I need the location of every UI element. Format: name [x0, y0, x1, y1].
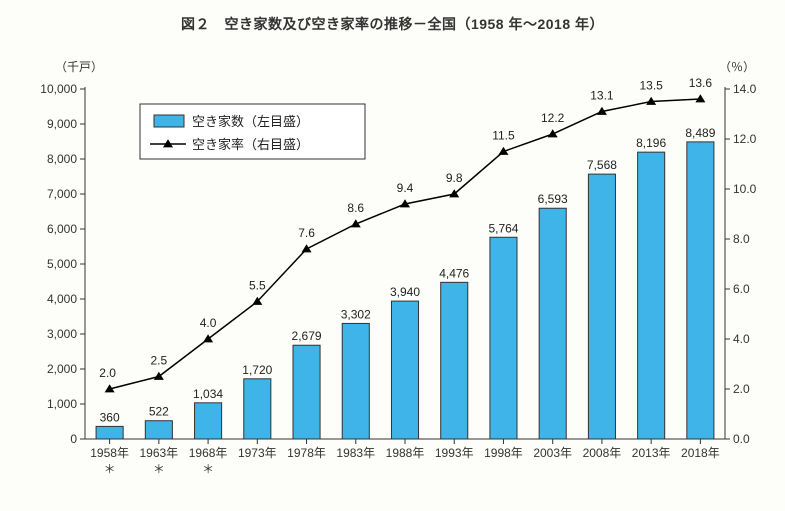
bar [342, 323, 369, 439]
bar [687, 142, 714, 439]
legend-bar-swatch [154, 115, 184, 127]
asterisk-note: ＊ [104, 462, 116, 476]
line-value-label: 12.2 [541, 111, 565, 125]
bar-value-label: 7,568 [587, 158, 617, 172]
x-category-label: 1983年 [336, 446, 375, 460]
y-right-tick: 14.0 [733, 82, 757, 96]
line-value-label: 9.4 [397, 181, 414, 195]
x-category-label: 1963年 [139, 446, 178, 460]
line-value-label: 7.6 [298, 226, 315, 240]
asterisk-note: ＊ [202, 462, 214, 476]
bar [490, 237, 517, 439]
y-left-tick: 4,000 [47, 292, 77, 306]
bar [195, 403, 222, 439]
bar-value-label: 4,476 [439, 266, 469, 280]
y-left-tick: 3,000 [47, 327, 77, 341]
y-left-tick: 7,000 [47, 187, 77, 201]
line-value-label: 13.5 [639, 79, 663, 93]
bar-value-label: 8,489 [685, 126, 715, 140]
x-category-label: 2018年 [681, 446, 720, 460]
asterisk-note: ＊ [153, 462, 165, 476]
legend-line-label: 空き家率（右目盛） [192, 137, 309, 152]
y-left-tick: 6,000 [47, 222, 77, 236]
bar-value-label: 1,034 [193, 387, 223, 401]
line-value-label: 9.8 [446, 171, 463, 185]
y-left-tick: 9,000 [47, 117, 77, 131]
bar-value-label: 8,196 [636, 136, 666, 150]
x-category-label: 1958年 [90, 446, 129, 460]
chart-container: 0 1,000 2,000 3,000 4,000 5,000 6,000 7,000 8,00… [0, 44, 785, 499]
x-category-label: 2013年 [632, 446, 671, 460]
x-category-label: 2003年 [533, 446, 572, 460]
x-category-label: 2008年 [583, 446, 622, 460]
bar [588, 174, 615, 439]
y-left-tick: 5,000 [47, 257, 77, 271]
y-right-tick: 0.0 [733, 432, 750, 446]
y-right-unit: （％） [719, 60, 755, 74]
bar-value-label: 1,720 [242, 363, 272, 377]
bar-value-label: 360 [100, 410, 120, 424]
x-category-label: 1988年 [386, 446, 425, 460]
bar [638, 152, 665, 439]
x-category-label: 1978年 [287, 446, 326, 460]
bar [96, 426, 123, 439]
chart-title: 図２ 空き家数及び空き家率の推移－全国（1958 年～2018 年） [0, 0, 785, 34]
y-left-tick: 1,000 [47, 397, 77, 411]
bar [539, 208, 566, 439]
line-value-label: 8.6 [347, 201, 364, 215]
line-value-label: 2.5 [151, 354, 168, 368]
bar [244, 379, 271, 439]
chart-svg: 0 1,000 2,000 3,000 4,000 5,000 6,000 7,000 8,00… [0, 44, 785, 499]
bar [441, 282, 468, 439]
y-right-tick: 2.0 [733, 382, 750, 396]
y-right-tick: 12.0 [733, 132, 757, 146]
bar-value-label: 3,940 [390, 285, 420, 299]
line-value-label: 5.5 [249, 279, 266, 293]
bar-value-label: 2,679 [292, 329, 322, 343]
bar-value-label: 6,593 [538, 192, 568, 206]
bar-value-label: 522 [149, 405, 169, 419]
y-left-tick: 8,000 [47, 152, 77, 166]
bar [145, 421, 172, 439]
y-left-tick: 10,000 [40, 82, 77, 96]
y-left-unit: （千戸） [55, 60, 103, 74]
legend-bar-label: 空き家数（左目盛） [192, 114, 309, 129]
x-category-label: 1973年 [238, 446, 277, 460]
line-value-label: 4.0 [200, 316, 217, 330]
y-left-tick: 2,000 [47, 362, 77, 376]
bar [391, 301, 418, 439]
y-right-tick: 4.0 [733, 332, 750, 346]
x-category-label: 1968年 [189, 446, 228, 460]
bar-value-label: 5,764 [488, 221, 518, 235]
y-right-tick: 6.0 [733, 282, 750, 296]
line-value-label: 11.5 [492, 129, 515, 143]
y-right-tick: 8.0 [733, 232, 750, 246]
x-category-label: 1993年 [435, 446, 474, 460]
x-category-label: 1998年 [484, 446, 523, 460]
line-value-label: 2.0 [99, 366, 116, 380]
line-value-label: 13.1 [590, 89, 614, 103]
bar [293, 345, 320, 439]
bar-value-label: 3,302 [341, 307, 371, 321]
y-right-tick: 10.0 [733, 182, 757, 196]
y-left-tick: 0 [70, 432, 77, 446]
line-value-label: 13.6 [689, 76, 713, 90]
